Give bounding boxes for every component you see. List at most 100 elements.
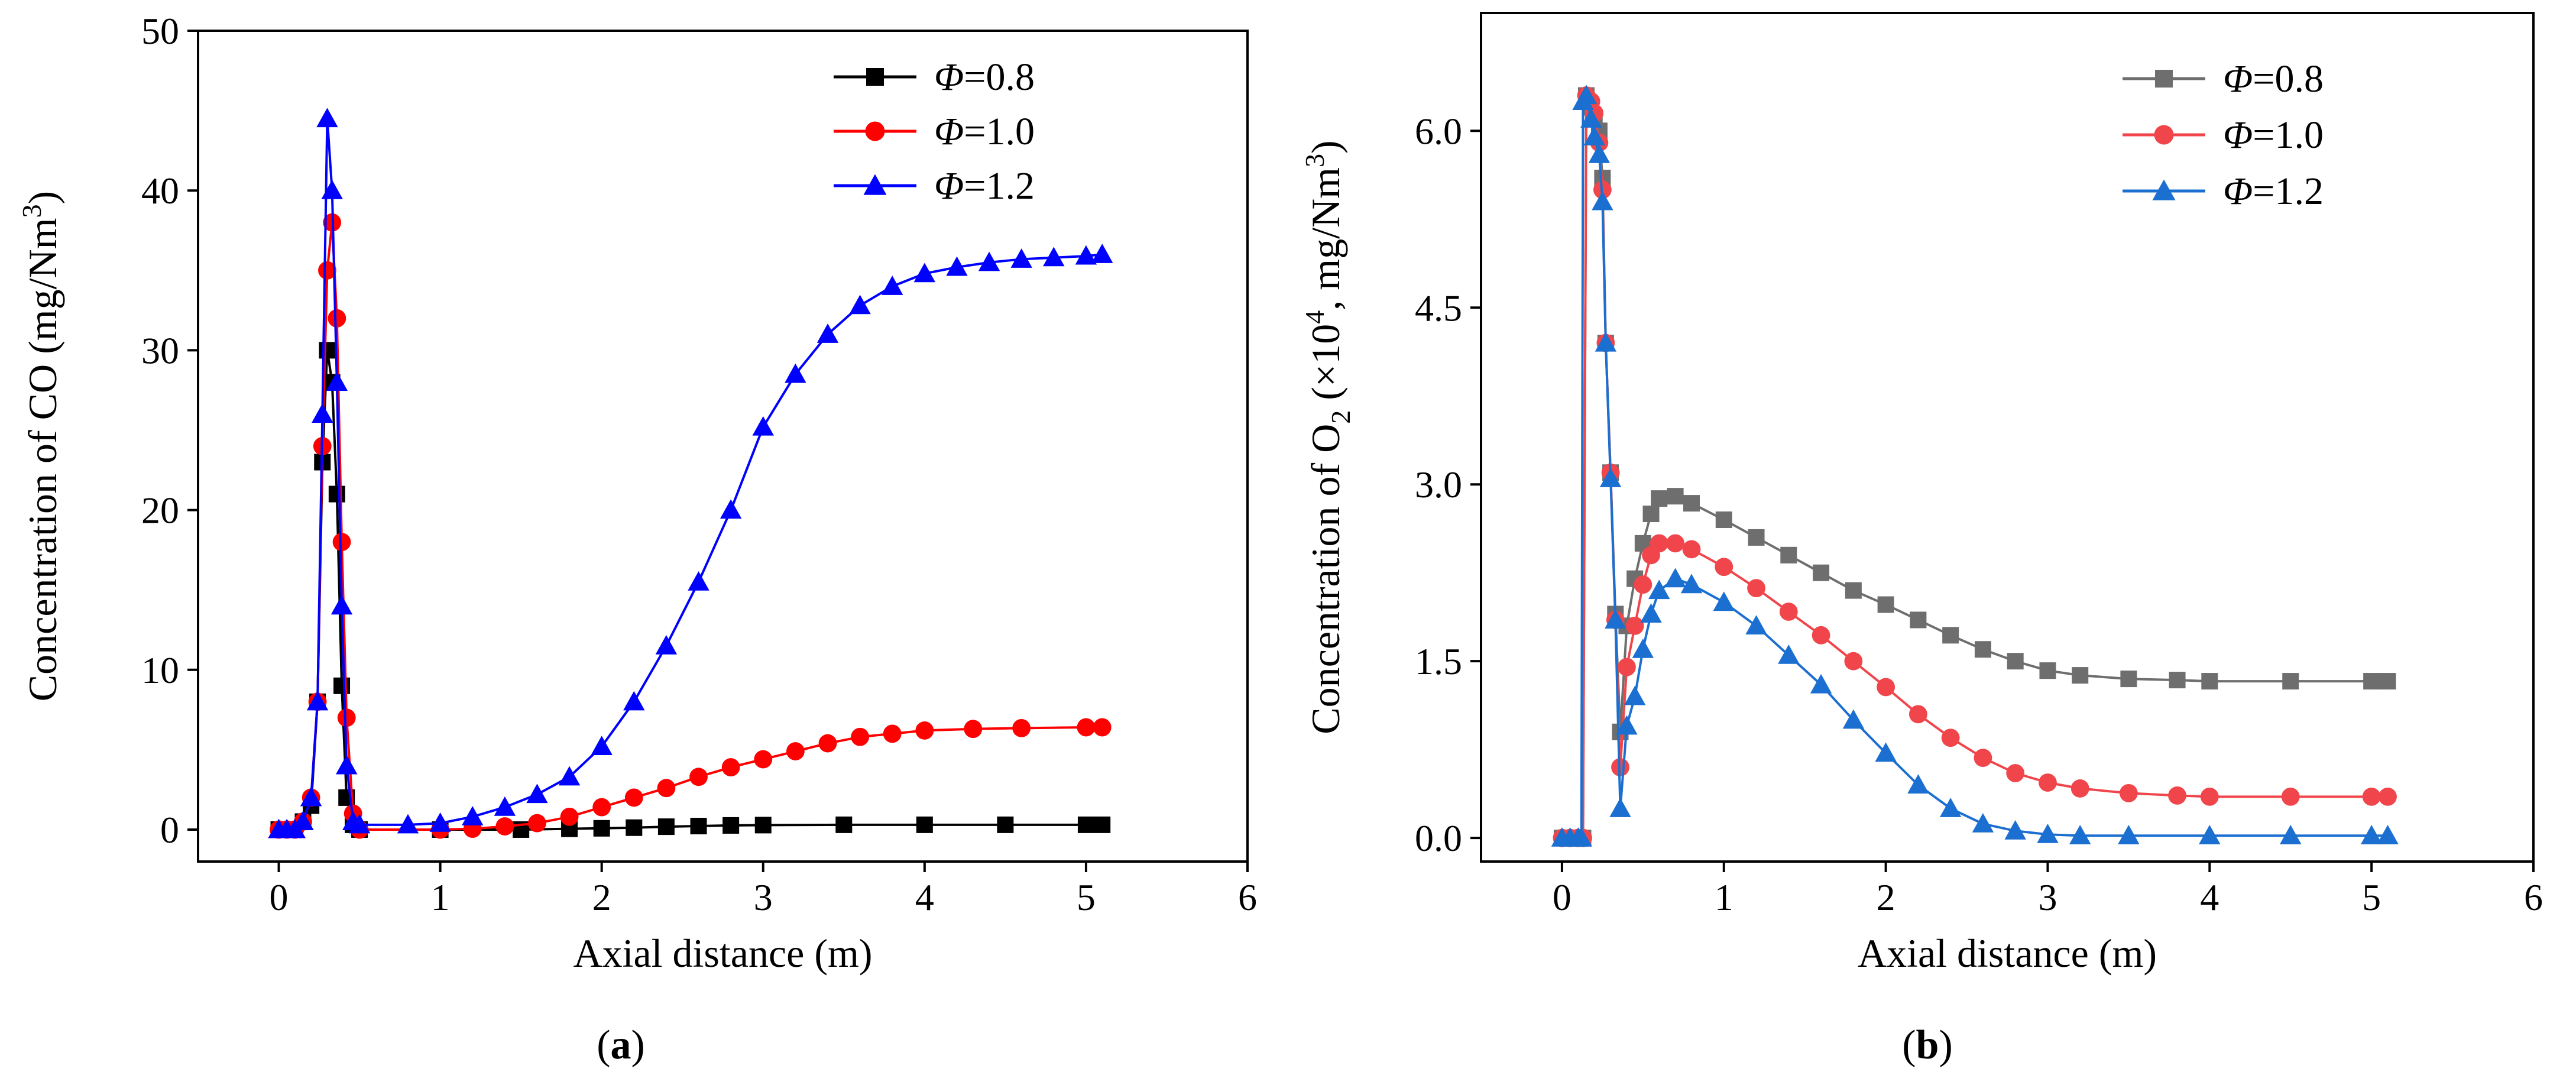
data-point (2120, 671, 2137, 688)
x-tick-label: 1 (1715, 876, 1733, 918)
data-point (1748, 529, 1765, 546)
data-point (1609, 798, 1631, 817)
panel-b-chart: 0 1 2 3 4 5 6 0.0 1.5 3.0 4.5 6.0 Axial distance (m)… (1300, 12, 2543, 976)
data-point (1570, 827, 1592, 847)
data-point (1664, 568, 1686, 588)
data-point (1077, 816, 1094, 833)
data-point (2379, 787, 2397, 806)
data-point (1605, 609, 1626, 629)
data-point (786, 742, 805, 760)
data-point (528, 814, 546, 833)
data-point (1877, 596, 1894, 613)
data-point (2281, 787, 2300, 806)
data-point (2201, 673, 2218, 690)
data-point (915, 721, 934, 740)
data-point (1682, 540, 1701, 559)
x-tick-label: 0 (1553, 876, 1571, 918)
data-point (2006, 764, 2025, 782)
data-point (1812, 626, 1830, 645)
legend-label: Φ=0.8 (934, 56, 1035, 99)
data-point (316, 108, 338, 128)
data-point (336, 755, 358, 775)
data-point (321, 179, 343, 199)
data-point (2039, 773, 2057, 792)
data-point (1012, 718, 1031, 737)
data-point (1813, 564, 1830, 581)
legend: Φ=0.8 Φ=1.0 Φ=1.2 (2123, 57, 2324, 213)
data-point (1942, 627, 1959, 644)
data-point (626, 819, 643, 836)
x-axis-label: Axial distance (m) (573, 931, 872, 976)
data-point (1715, 558, 1733, 577)
panel-a-chart: 0 1 2 3 4 5 6 0 10 20 30 40 50 Axial distance (m) Conc… (17, 10, 1257, 976)
data-point (1908, 705, 1927, 724)
data-point (1939, 798, 1962, 817)
data-point (1651, 490, 1668, 507)
x-tick-label: 0 (270, 876, 289, 918)
x-tick-label: 2 (1877, 876, 1895, 918)
series-2 (270, 213, 1112, 839)
data-point (883, 724, 902, 743)
y-tick-label: 1.5 (1415, 640, 1462, 682)
data-point (657, 818, 675, 836)
x-tick-label: 4 (2200, 876, 2219, 918)
plot-frame (197, 30, 1249, 863)
data-point (1779, 603, 1798, 621)
data-point (946, 256, 968, 276)
data-point (2072, 667, 2089, 684)
data-point (2118, 824, 2140, 844)
data-point (1667, 488, 1684, 505)
data-point (2282, 673, 2299, 690)
data-point (1599, 468, 1622, 487)
y-tick-label: 3.0 (1415, 464, 1462, 506)
data-point (1780, 546, 1797, 564)
legend-marker (2155, 70, 2173, 88)
data-point (964, 720, 983, 739)
series-3 (268, 108, 1113, 838)
data-point (2199, 824, 2221, 844)
x-tick-label: 6 (1238, 876, 1257, 918)
y-tick-label: 50 (141, 10, 179, 52)
data-point (1941, 728, 1960, 747)
y-axis-label: Concentration of O2 (×104, mg/Nm3) (1300, 140, 1356, 734)
data-point (913, 263, 936, 283)
data-point (495, 817, 514, 836)
plot-frame (1480, 12, 2535, 863)
data-point (1715, 511, 1732, 529)
data-point (1632, 639, 1654, 658)
data-point (1747, 579, 1765, 598)
data-point (397, 814, 419, 834)
data-point (978, 251, 1000, 271)
data-point (462, 806, 484, 825)
data-point (623, 691, 645, 711)
legend-label: Φ=1.2 (2223, 170, 2324, 213)
data-point (1778, 645, 1800, 664)
data-point (526, 783, 548, 804)
x-tick-label: 4 (915, 876, 934, 918)
data-point (1910, 611, 1927, 629)
data-point (2169, 672, 2186, 689)
data-point (849, 294, 871, 315)
legend: Φ=0.8 Φ=1.0 Φ=1.2 (834, 56, 1035, 208)
y-tick-label: 40 (141, 170, 179, 212)
data-point (1974, 641, 1991, 658)
data-point (592, 798, 611, 817)
data-point (1588, 143, 1611, 163)
data-point (1842, 709, 1865, 729)
data-point (2039, 662, 2056, 679)
panel-a-caption: (a) (597, 1022, 645, 1068)
data-point (1580, 108, 1602, 128)
data-point (1745, 615, 1767, 634)
y-tick-label: 0.0 (1415, 817, 1462, 859)
data-point (1583, 126, 1605, 145)
data-point (1845, 582, 1862, 599)
data-point (591, 736, 613, 756)
data-point (2037, 823, 2059, 843)
x-axis-label: Axial distance (m) (1858, 931, 2157, 976)
y-tick-label: 20 (141, 490, 179, 532)
data-point (1616, 715, 1638, 735)
x-tick-label: 6 (2524, 876, 2543, 918)
legend-marker (865, 121, 885, 141)
x-tick-label: 1 (431, 876, 450, 918)
